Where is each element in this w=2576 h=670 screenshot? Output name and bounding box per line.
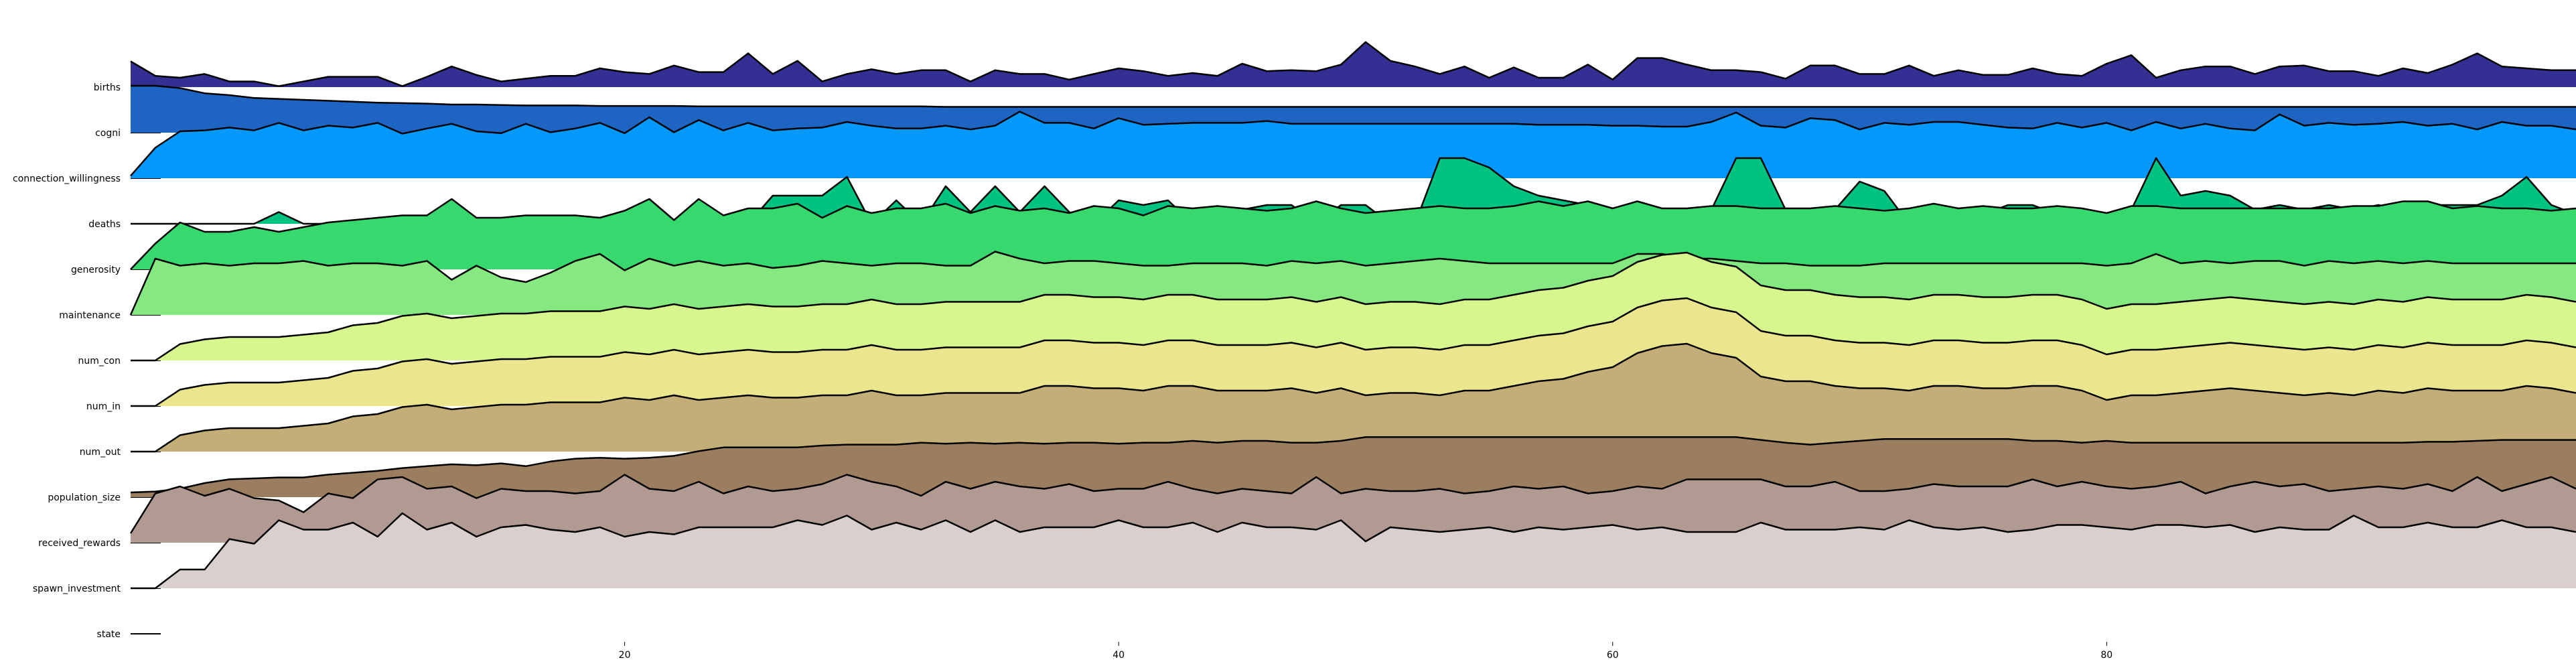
ridge-line-connection-willingness	[130, 111, 2576, 177]
ridge-line-cogni	[131, 84, 2576, 108]
ridge-label-cogni: cogni	[95, 128, 121, 139]
ridge-line-maintenance	[129, 251, 2576, 316]
ridge-area-num-out	[131, 344, 2576, 452]
x-axis: 20 40 60 80	[619, 642, 2113, 661]
ridge-area-population-size	[131, 437, 2576, 497]
ridge-label-population-size: population_size	[48, 492, 121, 503]
ridge-area-cogni	[131, 86, 2576, 133]
ridge-line-received-rewards	[129, 474, 2576, 534]
x-tick-label-80: 80	[2100, 650, 2113, 661]
ridge-area-num-con	[131, 253, 2576, 360]
ridge-label-num-con: num_con	[78, 356, 121, 366]
ridge-area-spawn-investment	[131, 513, 2576, 588]
ridge-label-generosity: generosity	[71, 265, 121, 275]
ridge-label-num-in: num_in	[86, 401, 121, 412]
ridge-area-received-rewards	[131, 474, 2576, 543]
ridge-label-births: births	[94, 82, 121, 93]
ridges-group	[129, 41, 2576, 634]
ridge-line-generosity	[130, 198, 2576, 270]
ridge-line-num-out	[131, 342, 2576, 453]
ridge-line-num-in	[131, 297, 2576, 407]
x-tick-label-60: 60	[1607, 650, 1619, 661]
ridge-line-population-size	[130, 436, 2576, 494]
ridge-label-deaths: deaths	[88, 219, 121, 230]
x-tick-label-20: 20	[619, 650, 631, 661]
ridge-line-births	[130, 41, 2576, 87]
ridge-label-connection-willingness: connection_willingness	[13, 174, 121, 184]
ridge-line-num-con	[131, 251, 2576, 362]
ridge-label-state: state	[97, 629, 121, 640]
x-tick-label-40: 40	[1113, 650, 1125, 661]
ridge-area-generosity	[131, 199, 2576, 269]
ridge-area-connection-willingness	[131, 111, 2576, 178]
ridge-label-received-rewards: received_rewards	[38, 538, 121, 549]
ridge-area-births	[131, 42, 2576, 87]
ridge-area-num-in	[131, 298, 2576, 406]
ridge-label-spawn-investment: spawn_investment	[33, 584, 121, 594]
ridge-line-spawn-investment	[131, 512, 2576, 590]
ridge-label-maintenance: maintenance	[59, 310, 121, 321]
ridge-label-num-out: num_out	[80, 447, 121, 458]
